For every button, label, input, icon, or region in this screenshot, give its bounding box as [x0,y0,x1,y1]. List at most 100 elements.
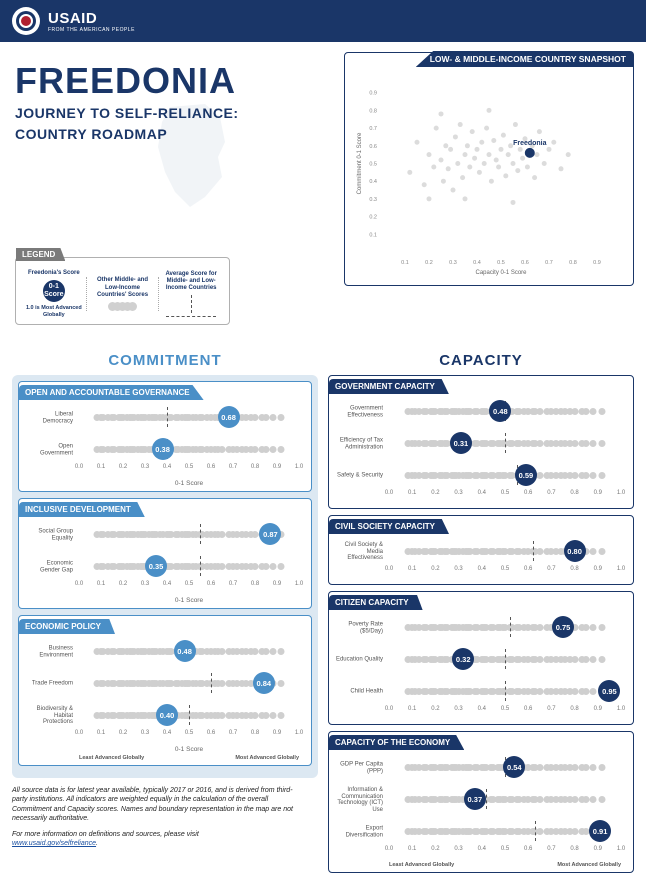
axis-label: 0-1 Score [73,746,305,753]
panel-tab: OPEN AND ACCOUNTABLE GOVERNANCE [19,385,204,400]
legend-score-bubble: 0-1 Score [43,280,65,302]
score-dot: 0.95 [598,680,620,702]
indicator-strip: Biodiversity & Habitat Protections 0.40 [25,702,305,730]
svg-text:0.9: 0.9 [593,260,601,266]
score-dot: 0.91 [589,820,611,842]
legend-col2-title: Other Middle- and Low-Income Countries' … [91,277,155,299]
indicator-strip: Social Group Equality0.87 [25,521,305,549]
panel-tab: CIVIL SOCIETY CAPACITY [329,519,449,534]
score-dot: 0.31 [450,432,472,454]
commitment-heading: COMMITMENT [12,352,318,369]
indicator-label: Export Diversification [335,825,383,838]
footnote-2: For more information on definitions and … [12,831,199,838]
svg-text:0.1: 0.1 [369,232,377,238]
indicator-strip: Efficiency of Tax Administration0.31 [335,430,627,458]
panel-tab: INCLUSIVE DEVELOPMENT [19,502,145,517]
legend-col1-title: Freedonia's Score [22,270,86,277]
legend-note: 1.0 is Most Advanced Globally [22,305,86,318]
indicator-strip: Safety & Security 0.59 [335,462,627,490]
svg-text:0.5: 0.5 [369,162,377,168]
indicator-strip: Government Effectiveness 0.48 [335,398,627,426]
svg-text:0.7: 0.7 [545,260,553,266]
indicator-strip: Civil Society & Media Effectiveness 0.80 [335,538,627,566]
svg-text:0.4: 0.4 [369,179,377,185]
score-dot: 0.54 [503,756,525,778]
svg-text:0.2: 0.2 [425,260,433,266]
score-dot: 0.75 [552,616,574,638]
indicator-strip: GDP Per Capita (PPP) 0.54 [335,754,627,782]
footnote-link[interactable]: www.usaid.gov/selfreliance [12,840,96,847]
indicator-strip: Education Quality 0.32 [335,646,627,674]
score-dot: 0.37 [464,788,486,810]
capacity-column: GOVERNMENT CAPACITY Government Effectiven… [328,375,634,873]
indicator-strip: Child Health 0.95 [335,678,627,706]
panel: OPEN AND ACCOUNTABLE GOVERNANCE Liberal D… [18,381,312,492]
score-dot: 0.84 [253,672,275,694]
axis-label: 0-1 Score [73,480,305,487]
indicator-label: Trade Freedom [25,681,73,688]
indicator-label: Child Health [335,689,383,696]
panel: ECONOMIC POLICY Business Environment0.48 T… [18,615,312,766]
score-dot: 0.32 [452,648,474,670]
indicator-strip: Trade Freedom 0.84 [25,670,305,698]
legend-other-bubbles [91,302,155,311]
indicator-strip: Open Government 0.38 [25,436,305,464]
indicator-strip: Economic Gender Gap0.35 [25,553,305,581]
indicator-label: Civil Society & Media Effectiveness [335,542,383,562]
indicator-label: Business Environment [25,645,73,658]
score-dot: 0.68 [218,406,240,428]
indicator-label: Government Effectiveness [335,405,383,418]
panel-tab: CAPACITY OF THE ECONOMY [329,735,464,750]
snapshot-scatter: 0.10.10.20.20.30.30.40.40.50.50.60.60.70… [353,61,627,276]
svg-text:0.9: 0.9 [369,91,377,97]
indicator-label: GDP Per Capita (PPP) [335,761,383,774]
svg-text:0.3: 0.3 [369,197,377,203]
indicator-strip: Poverty Rate ($5/Day) 0.75 [335,614,627,642]
score-dot: 0.35 [145,555,167,577]
panel: GOVERNMENT CAPACITY Government Effectiven… [328,375,634,509]
score-dot: 0.48 [489,400,511,422]
header-bar: USAID FROM THE AMERICAN PEOPLE [0,0,646,42]
score-dot: 0.38 [152,438,174,460]
indicator-label: Biodiversity & Habitat Protections [25,706,73,726]
svg-text:0.4: 0.4 [473,260,481,266]
svg-text:0.8: 0.8 [369,108,377,114]
svg-text:0.1: 0.1 [401,260,409,266]
country-title: FREEDONIA [15,60,239,102]
svg-text:0.8: 0.8 [569,260,577,266]
footnote-1: All source data is for latest year avail… [12,786,302,824]
subtitle-2: COUNTRY ROADMAP [15,125,239,144]
panel-tab: CITIZEN CAPACITY [329,595,423,610]
indicator-strip: Export Diversification 0.91 [335,818,627,846]
panel-tab: GOVERNMENT CAPACITY [329,379,449,394]
svg-text:0.6: 0.6 [369,144,377,150]
subtitle-1: JOURNEY TO SELF-RELIANCE: [15,104,239,123]
usaid-seal-icon [12,7,40,35]
score-dot: 0.40 [156,704,178,726]
score-dot: 0.59 [515,464,537,486]
panel-tab: ECONOMIC POLICY [19,619,115,634]
score-dot: 0.80 [564,540,586,562]
snapshot-tab: LOW- & MIDDLE-INCOME COUNTRY SNAPSHOT [416,51,634,67]
svg-text:0.7: 0.7 [369,126,377,132]
svg-text:Commitment 0-1 Score: Commitment 0-1 Score [357,132,363,194]
indicator-strip: Business Environment0.48 [25,638,305,666]
indicator-label: Poverty Rate ($5/Day) [335,621,383,634]
indicator-label: Safety & Security [335,473,383,480]
panel: CIVIL SOCIETY CAPACITY Civil Society & Me… [328,515,634,585]
capacity-heading: CAPACITY [328,352,634,369]
svg-text:0.3: 0.3 [449,260,457,266]
indicator-label: Education Quality [335,657,383,664]
axis-label: 0-1 Score [73,597,305,604]
indicator-strip: Liberal Democracy0.68 [25,404,305,432]
svg-text:0.5: 0.5 [497,260,505,266]
panel: INCLUSIVE DEVELOPMENT Social Group Equali… [18,498,312,609]
indicator-label: Information & Communication Technology (… [335,787,383,813]
svg-text:0.2: 0.2 [369,215,377,221]
most-label: Most Advanced Globally [235,755,299,761]
panel: CAPACITY OF THE ECONOMY GDP Per Capita (P… [328,731,634,873]
least-label: Least Advanced Globally [389,862,454,868]
indicator-label: Open Government [25,443,73,456]
legend-col3-title: Average Score for Middle- and Low-Income… [159,271,223,293]
svg-text:Capacity 0-1 Score: Capacity 0-1 Score [475,270,527,276]
